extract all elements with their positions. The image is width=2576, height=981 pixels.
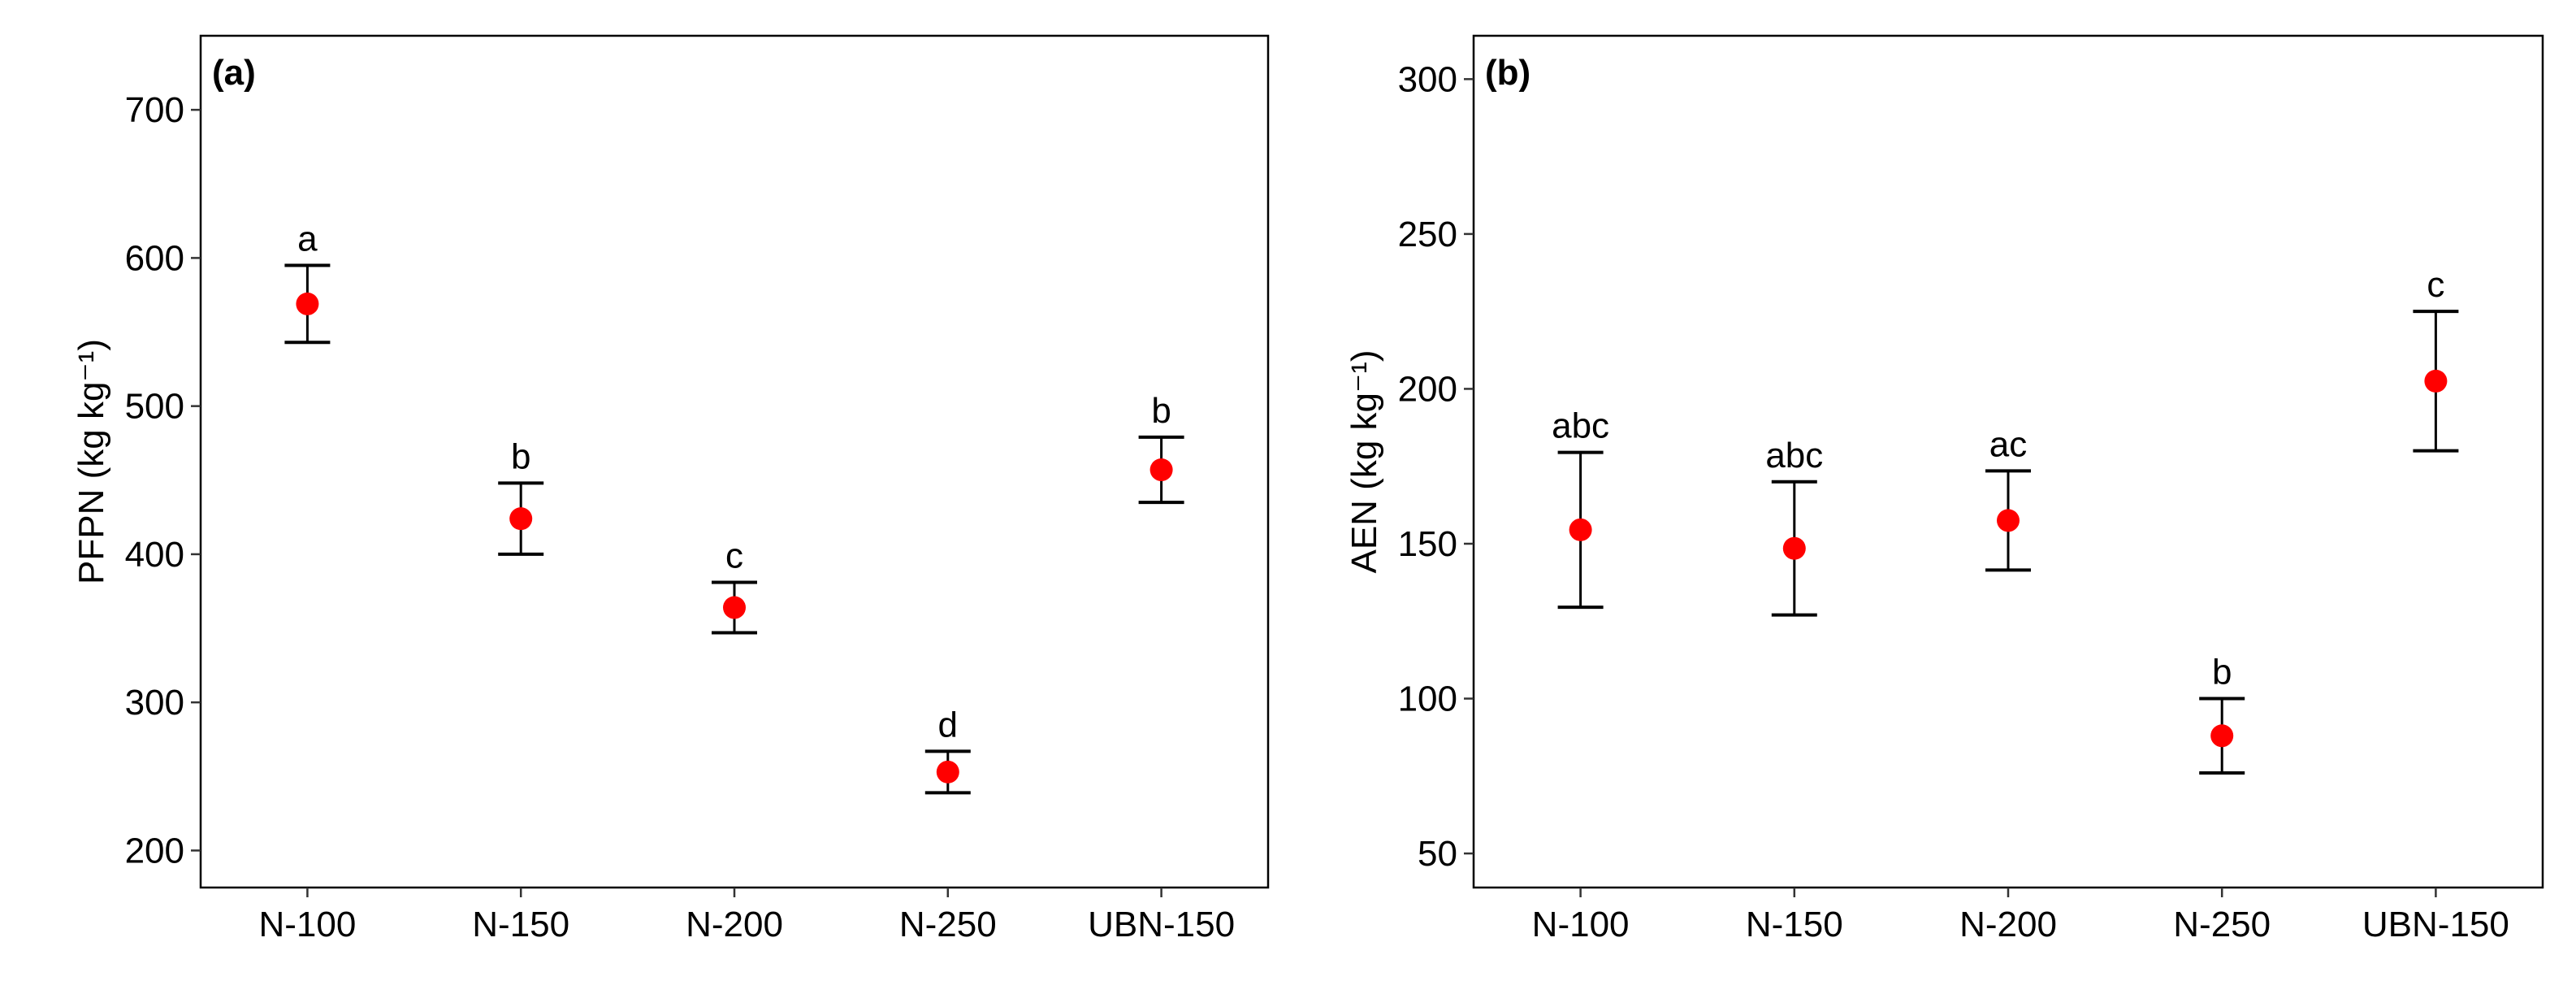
x-tick-label: N-150 bbox=[472, 905, 569, 944]
y-tick-label: 200 bbox=[1398, 369, 1457, 409]
x-tick-label: UBN-150 bbox=[2362, 905, 2509, 944]
significance-letter: abc bbox=[1552, 406, 1609, 446]
x-tick-label: N-200 bbox=[686, 905, 783, 944]
y-tick-label: 400 bbox=[125, 535, 184, 575]
y-tick-label: 300 bbox=[125, 683, 184, 723]
point bbox=[1569, 518, 1592, 541]
significance-letter: c bbox=[2427, 265, 2444, 305]
y-tick-label: 150 bbox=[1398, 524, 1457, 564]
significance-letter: abc bbox=[1765, 436, 1823, 475]
y-tick-label: 300 bbox=[1398, 59, 1457, 99]
y-tick-label: 250 bbox=[1398, 215, 1457, 254]
significance-letter: ac bbox=[1989, 424, 2027, 464]
point bbox=[936, 760, 959, 783]
point bbox=[1997, 509, 2020, 532]
y-tick-label: 50 bbox=[1418, 834, 1457, 874]
plot-frame bbox=[199, 34, 1270, 889]
panel-label: (b) bbox=[1485, 53, 1530, 93]
x-tick-label: N-200 bbox=[1959, 905, 2057, 944]
significance-letter: b bbox=[511, 436, 530, 476]
x-tick-label: N-100 bbox=[1532, 905, 1630, 944]
x-tick-label: N-100 bbox=[258, 905, 356, 944]
y-tick-label: 500 bbox=[125, 387, 184, 427]
significance-letter: c bbox=[725, 536, 743, 576]
y-tick-label: 200 bbox=[125, 831, 184, 870]
point bbox=[1149, 458, 1173, 482]
point bbox=[2424, 369, 2448, 393]
point bbox=[509, 507, 533, 531]
point bbox=[723, 596, 746, 619]
x-tick-label: UBN-150 bbox=[1088, 905, 1235, 944]
y-tick-label: 700 bbox=[125, 90, 184, 130]
significance-letter: a bbox=[297, 219, 318, 259]
point bbox=[296, 292, 319, 315]
significance-letter: b bbox=[2212, 653, 2232, 692]
point bbox=[2210, 724, 2234, 748]
y-tick-label: 600 bbox=[125, 238, 184, 278]
significance-letter: d bbox=[938, 705, 958, 744]
y-tick-label: 100 bbox=[1398, 679, 1457, 719]
x-tick-label: N-250 bbox=[899, 905, 997, 944]
y-axis-label: AEN (kg kg⁻¹) bbox=[1344, 349, 1384, 573]
x-tick-label: N-250 bbox=[2173, 905, 2271, 944]
panel-label: (a) bbox=[212, 53, 256, 93]
point bbox=[1782, 536, 1806, 560]
x-tick-label: N-150 bbox=[1746, 905, 1843, 944]
y-axis-label: PFPN (kg kg⁻¹) bbox=[71, 339, 111, 584]
significance-letter: b bbox=[1151, 391, 1171, 431]
